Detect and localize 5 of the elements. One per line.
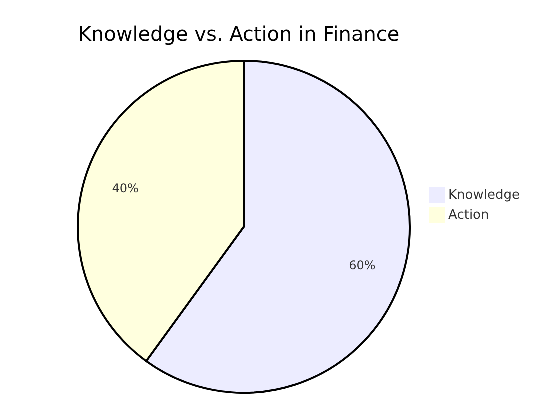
legend-label: Knowledge xyxy=(448,188,520,202)
chart-title: Knowledge vs. Action in Finance xyxy=(77,22,401,46)
data-label: 40% xyxy=(112,182,139,196)
data-label: 60% xyxy=(349,258,376,272)
legend-label: Action xyxy=(448,208,490,222)
